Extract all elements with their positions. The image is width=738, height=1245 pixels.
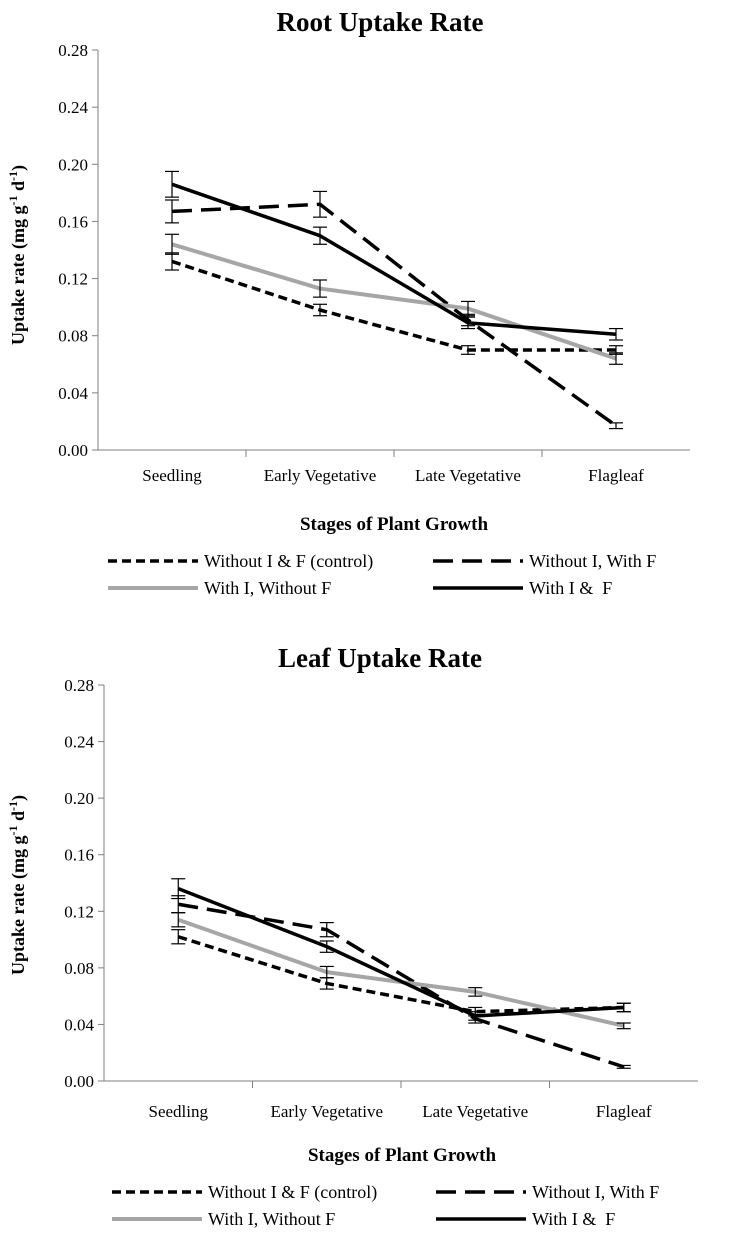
error-bar xyxy=(616,1002,631,1013)
leaf-uptake-chart: Leaf Uptake Rate Uptake rate (mg g-1 d-1… xyxy=(6,643,698,1229)
y-tick-label: 0.16 xyxy=(64,846,94,865)
root-uptake-chart: Root Uptake Rate Uptake rate (mg g-1 d-1… xyxy=(6,7,690,598)
y-axis-label-main: Uptake rate (mg g xyxy=(8,206,29,345)
error-bar xyxy=(616,1022,631,1030)
plot-area: 0.00 0.04 0.08 0.12 0.16 0.20 0.24 0.28 Seedling… xyxy=(58,41,690,485)
legend-item: With I, Without F xyxy=(112,1209,335,1229)
y-tick-label: 0.24 xyxy=(58,98,88,117)
legend-item: With I, Without F xyxy=(108,578,331,598)
legend: Without I & F (control) Without I, With F… xyxy=(112,1182,659,1229)
series-line xyxy=(177,902,625,1069)
chart-title: Leaf Uptake Rate xyxy=(278,643,482,673)
series-line xyxy=(171,259,616,352)
x-tick-label: Seedling xyxy=(142,466,202,485)
y-axis-label-main: Uptake rate (mg g xyxy=(8,836,29,975)
legend-label: With I & F xyxy=(532,1209,615,1229)
error-bar xyxy=(609,422,623,430)
error-bar xyxy=(171,912,186,928)
y-tick-label: 0.04 xyxy=(58,384,88,403)
error-bar xyxy=(319,965,334,979)
y-axis-label-sup: -1 xyxy=(6,826,20,836)
series-line xyxy=(177,887,624,1018)
error-bar xyxy=(313,279,327,298)
legend-label: Without I, With F xyxy=(529,551,656,571)
y-tick-label: 0.08 xyxy=(58,327,88,346)
error-bar xyxy=(165,170,179,198)
legend-label: With I & F xyxy=(529,578,612,598)
series-line xyxy=(171,242,617,361)
y-axis-label-mid: d xyxy=(8,811,28,826)
y-tick-label: 0.16 xyxy=(58,212,88,231)
legend-label: Without I & F (control) xyxy=(204,551,373,572)
y-tick-label: 0.04 xyxy=(64,1015,94,1034)
series-line xyxy=(171,202,618,428)
y-tick-label: 0.08 xyxy=(64,959,94,978)
error-bar xyxy=(319,922,334,938)
legend-item: With I & F xyxy=(436,1209,615,1229)
x-axis-label: Stages of Plant Growth xyxy=(300,514,488,535)
error-bar xyxy=(319,940,334,953)
x-tick-label: Late Vegetative xyxy=(415,466,521,485)
y-axis-label-sup: -1 xyxy=(6,801,20,811)
y-axis-label-end: ) xyxy=(8,165,29,171)
error-bar xyxy=(461,300,475,317)
y-tick-label: 0.28 xyxy=(64,676,94,695)
error-bar xyxy=(468,1011,483,1021)
legend-label: Without I & F (control) xyxy=(208,1182,377,1203)
y-tick-label: 0.00 xyxy=(58,441,88,460)
error-bar xyxy=(616,1064,631,1069)
series-line xyxy=(171,182,617,337)
y-axis-label: Uptake rate (mg g-1 d-1) xyxy=(6,795,29,975)
legend-item: Without I & F (control) xyxy=(112,1182,377,1203)
legend-item: Without I, With F xyxy=(436,1182,659,1202)
y-axis-label-mid: d xyxy=(8,181,28,196)
error-bar xyxy=(171,929,186,945)
y-tick-label: 0.20 xyxy=(64,789,94,808)
error-bar xyxy=(165,233,179,255)
y-axis-label: Uptake rate (mg g-1 d-1) xyxy=(6,165,29,345)
error-bar xyxy=(609,327,623,341)
y-tick-label: 0.24 xyxy=(64,733,94,752)
y-axis-label-sup: -1 xyxy=(6,196,20,206)
error-bar xyxy=(609,352,623,365)
chart-title: Root Uptake Rate xyxy=(277,7,484,37)
x-tick-label: Flagleaf xyxy=(596,1102,652,1121)
y-tick-label: 0.12 xyxy=(64,902,94,921)
legend-label: With I, Without F xyxy=(208,1209,335,1229)
error-bar xyxy=(313,190,327,218)
legend-item: Without I, With F xyxy=(433,551,656,571)
legend-label: Without I, With F xyxy=(532,1182,659,1202)
x-tick-label: Seedling xyxy=(149,1102,209,1121)
legend: Without I & F (control) Without I, With F… xyxy=(108,551,656,598)
legend-item: With I & F xyxy=(433,578,612,598)
legend-item: Without I & F (control) xyxy=(108,551,373,572)
error-bar xyxy=(461,345,475,355)
x-tick-label: Late Vegetative xyxy=(422,1102,528,1121)
plot-area: 0.00 0.04 0.08 0.12 0.16 0.20 0.24 0.28 Seedling… xyxy=(64,676,698,1121)
y-axis-label-end: ) xyxy=(8,795,29,801)
error-bar xyxy=(313,303,327,317)
x-tick-label: Flagleaf xyxy=(588,466,644,485)
error-bar xyxy=(171,878,186,900)
error-bar xyxy=(165,199,179,224)
legend-label: With I, Without F xyxy=(204,578,331,598)
y-tick-label: 0.20 xyxy=(58,155,88,174)
error-bar xyxy=(461,316,475,330)
x-axis-label: Stages of Plant Growth xyxy=(308,1145,496,1166)
x-tick-label: Early Vegetative xyxy=(264,466,377,485)
y-axis-label-sup: -1 xyxy=(6,171,20,181)
y-tick-label: 0.12 xyxy=(58,270,88,289)
y-tick-label: 0.00 xyxy=(64,1072,94,1091)
error-bar xyxy=(468,987,483,997)
error-bar xyxy=(313,226,327,245)
x-tick-label: Early Vegetative xyxy=(270,1102,383,1121)
y-tick-label: 0.28 xyxy=(58,41,88,60)
